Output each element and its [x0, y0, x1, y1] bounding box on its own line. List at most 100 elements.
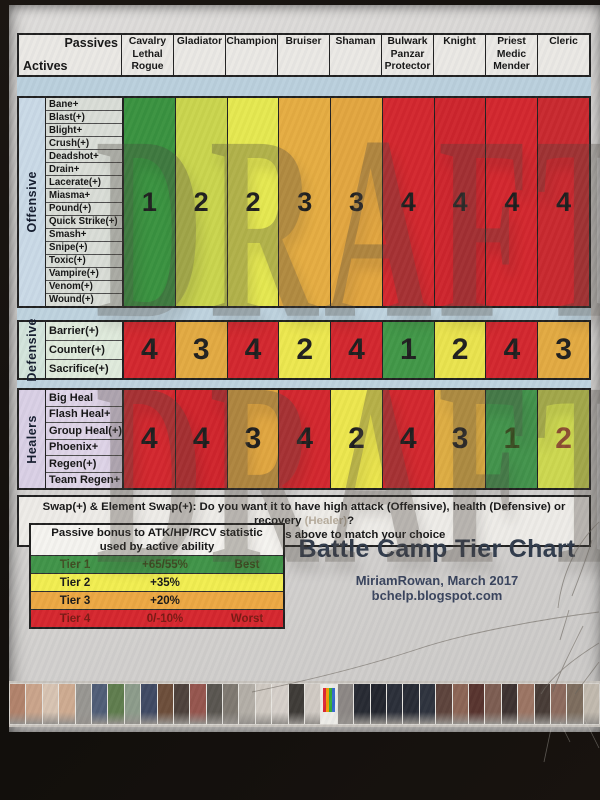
- photo-thumbnail[interactable]: [419, 684, 436, 724]
- active-label: Big Heal: [46, 390, 122, 407]
- photo-thumbnail[interactable]: [141, 684, 157, 724]
- legend-tier-label: Tier 4: [59, 612, 91, 625]
- photo-thumbnail[interactable]: [468, 684, 485, 724]
- photo-thumbnail[interactable]: [91, 684, 108, 724]
- photo-thumbnail[interactable]: [550, 684, 567, 724]
- tier-cell: 2: [537, 390, 590, 488]
- tier-cell: 4: [226, 322, 279, 378]
- photo-thumbnail[interactable]: [223, 684, 239, 724]
- legend-title: Passive bonus to ATK/HP/RCV statistic us…: [31, 525, 283, 555]
- tier-cell: 4: [381, 390, 434, 488]
- legend-rank-note: Best: [234, 558, 260, 571]
- legend-bonus-value: +65/55%: [142, 558, 188, 571]
- photo-thumbnail[interactable]: [452, 684, 468, 724]
- photo-thumbnail[interactable]: [518, 684, 534, 724]
- section-label: Defensive: [19, 318, 46, 382]
- active-label: Lacerate(+): [46, 176, 122, 190]
- section-label: Offensive: [19, 98, 46, 306]
- actives-column: Bane+ Blast(+) Blight+ Crush(+) Deadshot+ Dra…: [46, 98, 123, 306]
- photo-thumbnail[interactable]: [583, 684, 600, 724]
- tier-cell: 4: [433, 98, 486, 306]
- column-header: Shaman: [329, 35, 381, 75]
- tier-cell: 4: [381, 98, 434, 306]
- photo-thumbnail[interactable]: [124, 684, 141, 724]
- photo-thumbnail[interactable]: [190, 684, 206, 724]
- tier-cell: 1: [381, 322, 434, 378]
- photo-thumbnail[interactable]: [305, 684, 321, 724]
- active-label: Flash Heal+: [46, 406, 122, 423]
- photo-thumbnail[interactable]: [255, 684, 272, 724]
- legend-row: Tier 3 +20%: [31, 591, 283, 609]
- photo-thumbnail[interactable]: [321, 684, 337, 724]
- site-url: bchelp.blogspot.com: [371, 588, 503, 603]
- section-label-text: Offensive: [25, 171, 39, 233]
- photo-thumbnail[interactable]: [173, 684, 190, 724]
- photo-thumbnail[interactable]: [206, 684, 223, 724]
- photo-thumbnail[interactable]: [337, 684, 354, 724]
- legend-bonus-value: +20%: [150, 594, 180, 607]
- corner-cell: Passives Actives: [19, 35, 122, 75]
- passives-label: Passives: [64, 36, 118, 50]
- legend-row: Tier 4 0/-10% Worst: [31, 609, 283, 627]
- active-label: Snipe(+): [46, 241, 122, 255]
- active-label: Miasma+: [46, 189, 122, 203]
- tier-cell: 4: [278, 390, 331, 488]
- photo-thumbnail[interactable]: [370, 684, 386, 724]
- photo-thumbnail[interactable]: [239, 684, 255, 724]
- tablet-screen: Passives Actives Cavalry Lethal Rogue Gladi…: [9, 5, 600, 732]
- photo-thumbnail[interactable]: [386, 684, 403, 724]
- legend-tier-label: Tier 1: [59, 558, 91, 571]
- photo-thumbnail[interactable]: [567, 684, 583, 724]
- tier-cell: 4: [485, 322, 538, 378]
- section-healers: Healers Big Heal Flash Heal+ Group Heal(+) P…: [17, 388, 591, 490]
- photo-thumbnail[interactable]: [42, 684, 59, 724]
- legend-rank-note: Worst: [230, 612, 264, 625]
- active-label: Sacrifice(+): [46, 360, 122, 378]
- tier-cell: 2: [226, 98, 279, 306]
- tier-cell: 1: [485, 390, 538, 488]
- photo-thumbnail[interactable]: [10, 684, 26, 724]
- photo-thumbnail[interactable]: [272, 684, 288, 724]
- active-label: Regen(+): [46, 456, 122, 473]
- column-header: Cleric: [537, 35, 589, 75]
- column-header: Knight: [433, 35, 485, 75]
- active-label: Blight+: [46, 124, 122, 138]
- photo-thumbnail[interactable]: [288, 684, 305, 724]
- section-label-text: Defensive: [25, 318, 39, 382]
- photo-thumbnail[interactable]: [534, 684, 550, 724]
- tier-chart: Passives Actives Cavalry Lethal Rogue Gladi…: [17, 33, 591, 547]
- tier-cell: 4: [537, 98, 590, 306]
- photo-thumbnail[interactable]: [501, 684, 518, 724]
- tier-cell: 2: [174, 98, 227, 306]
- photo-filmstrip[interactable]: [9, 681, 600, 727]
- tier-cell: 4: [123, 390, 175, 488]
- tier-cell: 4: [330, 322, 382, 378]
- photo-thumbnail[interactable]: [436, 684, 452, 724]
- tier-cell: 2: [278, 322, 331, 378]
- section-offensive: Offensive Bane+ Blast(+) Blight+ Crush(+) Dea…: [17, 96, 591, 308]
- table-header: Passives Actives Cavalry Lethal Rogue Gladi…: [17, 33, 591, 77]
- tier-cell: 2: [330, 390, 382, 488]
- photo-thumbnail[interactable]: [485, 684, 501, 724]
- photo-thumbnail[interactable]: [75, 684, 91, 724]
- active-label: Pound(+): [46, 202, 122, 216]
- active-label: Barrier(+): [46, 322, 122, 341]
- tier-cell: 3: [330, 98, 382, 306]
- legend-row: Tier 2 +35%: [31, 573, 283, 591]
- photo-thumbnail[interactable]: [403, 684, 419, 724]
- legend-row: Tier 1 +65/55% Best: [31, 555, 283, 573]
- active-label: Drain+: [46, 163, 122, 177]
- tier-cell: 2: [433, 322, 486, 378]
- header-gap: [17, 77, 591, 96]
- photo-thumbnail[interactable]: [59, 684, 75, 724]
- photo-thumbnail[interactable]: [108, 684, 124, 724]
- active-label: Vampire(+): [46, 267, 122, 281]
- tier-cell: 3: [226, 390, 279, 488]
- section-label-text: Healers: [25, 414, 39, 464]
- legend-title-line2: used by active ability: [99, 540, 215, 553]
- photo-thumbnail[interactable]: [157, 684, 173, 724]
- actives-column: Big Heal Flash Heal+ Group Heal(+) Phoenix+…: [46, 390, 123, 488]
- photo-thumbnail[interactable]: [354, 684, 370, 724]
- photo-thumbnail[interactable]: [26, 684, 42, 724]
- active-label: Smash+: [46, 228, 122, 242]
